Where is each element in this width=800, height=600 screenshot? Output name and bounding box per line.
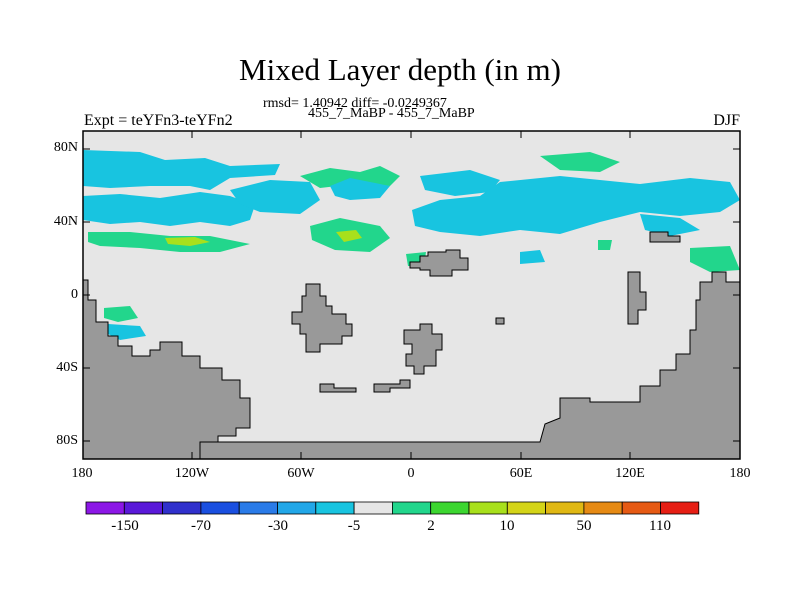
colorbar-box (123, 501, 164, 515)
lon-tick-label: 120W (174, 466, 210, 481)
lat-tick-label: 0 (71, 287, 78, 302)
colorbar (85, 501, 700, 515)
negative-anomaly-region (520, 250, 545, 264)
lon-tick-label: 60E (509, 466, 533, 481)
positive-anomaly-region (540, 152, 620, 172)
colorbar-label: 2 (427, 518, 435, 534)
land-mass (649, 231, 681, 243)
colorbar-box (85, 501, 125, 515)
lat-tick-label: 40S (56, 360, 78, 375)
colorbar-box (277, 501, 317, 515)
lat-ticks (83, 148, 740, 442)
colorbar-box (545, 501, 585, 515)
positive-anomaly-region (690, 246, 740, 272)
negative-anomaly-region (640, 214, 700, 236)
lat-tick-label: 40N (53, 214, 78, 229)
colorbar-box (353, 501, 393, 515)
negative-anomaly-region (330, 178, 390, 200)
land-mass (373, 379, 411, 393)
colorbar-label: 110 (649, 518, 671, 534)
colorbar-box (200, 501, 240, 515)
colorbar-box (162, 501, 202, 515)
colorbar-box (391, 501, 432, 515)
negative-anomaly-region (230, 180, 320, 214)
negative-anomaly-region (420, 170, 500, 196)
comparison-line: 455_7_MaBP - 455_7_MaBP (308, 106, 475, 121)
stats-line: rmsd= 1.40942 diff= -0.0249367 (263, 96, 447, 111)
colorbar-label: 10 (499, 518, 515, 534)
colorbar-label: -5 (347, 518, 361, 534)
land-mass (291, 283, 353, 353)
strong-positive-region (165, 237, 210, 246)
land-mass (199, 271, 740, 459)
colorbar-box (315, 501, 355, 515)
land-mass (83, 279, 251, 459)
positive-anomaly-region (598, 240, 612, 250)
colorbar-box (583, 501, 623, 515)
positive-anomaly-region (300, 166, 400, 188)
land-mass (495, 317, 505, 325)
experiment-label: Expt = teYFn3-teYFn2 (84, 112, 233, 129)
lon-tick-label: 180 (71, 466, 93, 481)
land-mass (409, 249, 469, 277)
lat-tick-label: 80S (56, 433, 78, 448)
colorbar-label: -30 (268, 518, 288, 534)
colorbar-label: -150 (111, 518, 139, 534)
map-title: Mixed Layer depth (in m) (239, 52, 561, 87)
negative-anomaly-region (83, 192, 255, 226)
colorbar-box (238, 501, 278, 515)
lon-tick-label: 120E (615, 466, 645, 481)
strong-positive-region (336, 230, 362, 242)
colorbar-box (468, 501, 508, 515)
season-label: DJF (713, 112, 740, 129)
lat-tick-label: 80N (53, 140, 78, 155)
colorbar-label: -70 (191, 518, 211, 534)
colorbar-label: 50 (576, 518, 592, 534)
lon-tick-label: 180 (729, 466, 751, 481)
lon-ticks (191, 131, 631, 459)
negative-anomaly-region (412, 176, 740, 236)
lon-tick-label: 60W (287, 466, 315, 481)
land-mass (319, 383, 357, 393)
colorbar-box (506, 501, 546, 515)
positive-anomaly-region (104, 306, 138, 322)
colorbar-box (430, 501, 470, 515)
lon-tick-label: 0 (407, 466, 415, 481)
land-mass (403, 323, 443, 375)
negative-anomaly-region (83, 150, 280, 190)
land-mass (627, 271, 647, 325)
colorbar-box (660, 501, 700, 515)
colorbar-box (621, 501, 661, 515)
